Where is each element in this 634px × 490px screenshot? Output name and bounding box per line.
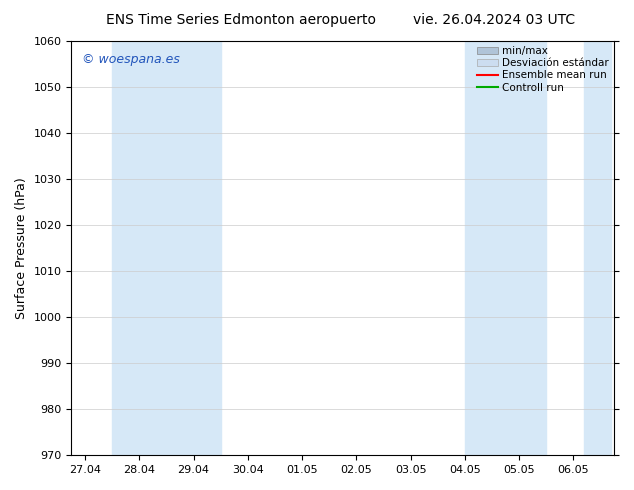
Bar bbox=[112, 41, 221, 455]
Text: © woespana.es: © woespana.es bbox=[82, 53, 180, 67]
Bar bbox=[585, 41, 611, 455]
Text: ENS Time Series Edmonton aeropuerto: ENS Time Series Edmonton aeropuerto bbox=[106, 13, 376, 27]
Text: vie. 26.04.2024 03 UTC: vie. 26.04.2024 03 UTC bbox=[413, 13, 576, 27]
Legend: min/max, Desviación estándar, Ensemble mean run, Controll run: min/max, Desviación estándar, Ensemble m… bbox=[475, 44, 611, 95]
Y-axis label: Surface Pressure (hPa): Surface Pressure (hPa) bbox=[15, 177, 28, 319]
Bar bbox=[465, 41, 547, 455]
